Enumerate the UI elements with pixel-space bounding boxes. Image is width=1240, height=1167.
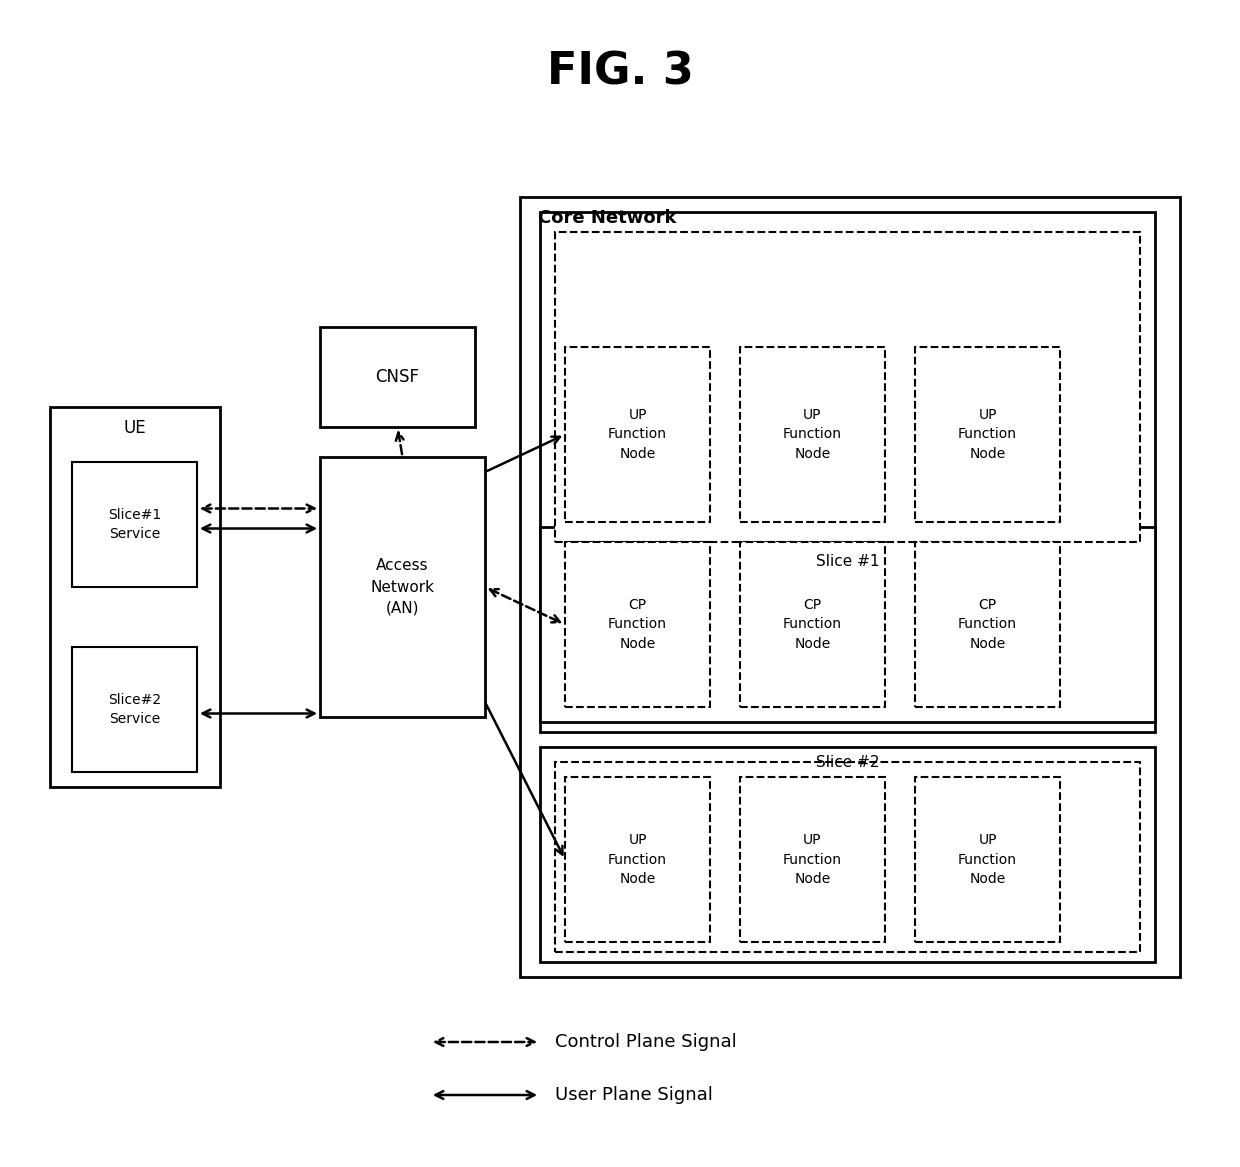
- Bar: [320, 457, 485, 717]
- Bar: [72, 647, 197, 773]
- Text: CP
Function
Node: CP Function Node: [608, 598, 667, 651]
- Bar: [520, 197, 1180, 977]
- Bar: [72, 462, 197, 587]
- Text: User Plane Signal: User Plane Signal: [556, 1086, 713, 1104]
- Bar: [915, 777, 1060, 942]
- Bar: [539, 212, 1154, 732]
- Bar: [740, 777, 885, 942]
- Text: Access
Network
(AN): Access Network (AN): [371, 559, 434, 615]
- Bar: [556, 232, 1140, 541]
- Bar: [565, 541, 711, 707]
- Bar: [740, 541, 885, 707]
- Text: Core Network: Core Network: [538, 209, 677, 228]
- Text: UP
Function
Node: UP Function Node: [608, 833, 667, 886]
- Text: Slice#1
Service: Slice#1 Service: [108, 508, 161, 541]
- Text: UP
Function
Node: UP Function Node: [782, 833, 842, 886]
- Text: FIG. 3: FIG. 3: [547, 50, 693, 93]
- Bar: [320, 327, 475, 427]
- Bar: [539, 747, 1154, 962]
- Text: Control Plane Signal: Control Plane Signal: [556, 1033, 737, 1051]
- Text: UP
Function
Node: UP Function Node: [608, 408, 667, 461]
- Text: CP
Function
Node: CP Function Node: [959, 598, 1017, 651]
- Text: Slice #2: Slice #2: [816, 755, 879, 770]
- Bar: [556, 762, 1140, 952]
- Text: UE: UE: [124, 419, 146, 436]
- Text: CP
Function
Node: CP Function Node: [782, 598, 842, 651]
- Text: UP
Function
Node: UP Function Node: [959, 408, 1017, 461]
- Bar: [539, 527, 1154, 722]
- Text: UP
Function
Node: UP Function Node: [782, 408, 842, 461]
- Text: Slice #1: Slice #1: [816, 554, 879, 569]
- Text: CNSF: CNSF: [376, 368, 419, 386]
- Text: Slice#2
Service: Slice#2 Service: [108, 693, 161, 726]
- Bar: [565, 777, 711, 942]
- Bar: [915, 541, 1060, 707]
- Bar: [50, 407, 219, 787]
- Text: UP
Function
Node: UP Function Node: [959, 833, 1017, 886]
- Bar: [740, 347, 885, 522]
- Bar: [915, 347, 1060, 522]
- Bar: [565, 347, 711, 522]
